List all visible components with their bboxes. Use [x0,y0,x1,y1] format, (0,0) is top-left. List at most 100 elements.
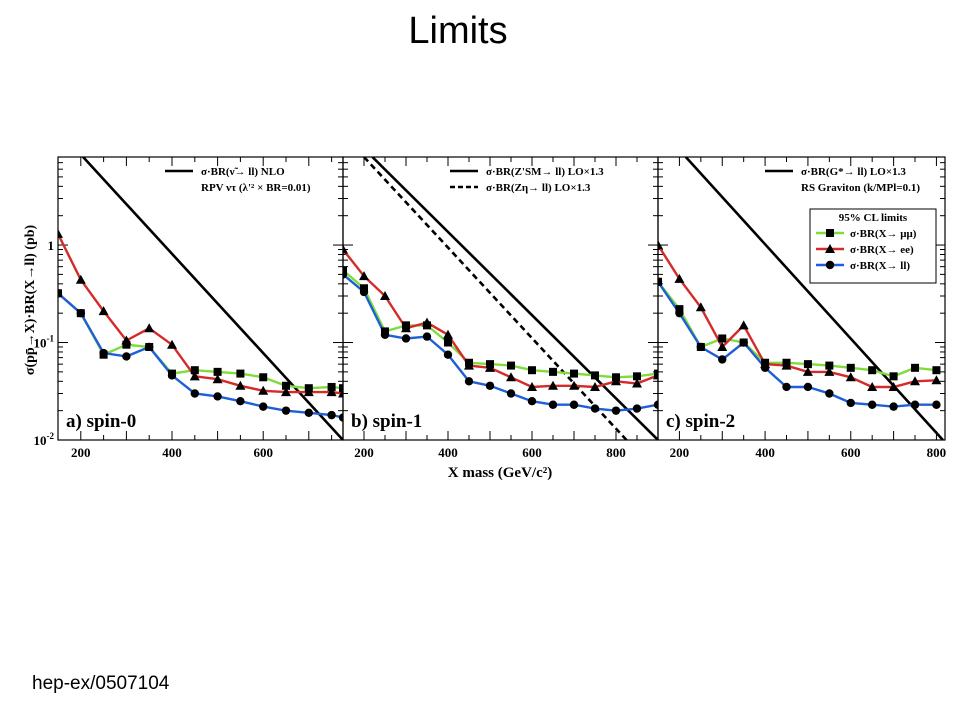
data-point-triangle [931,375,942,385]
x-tick-label: 600 [522,445,542,460]
data-point-triangle [738,320,749,330]
data-point-triangle [144,323,155,333]
data-point-square [911,363,920,372]
data-point-circle [281,406,291,415]
series-line-ee [658,244,937,389]
data-point-triangle [611,376,621,386]
y-tick-exponent: -2 [47,431,55,441]
x-tick-label: 800 [927,445,947,460]
reference-label: hep-ex/0507104 [32,673,170,694]
data-point-square [236,369,245,378]
x-axis-label: X mass (GeV/c²) [448,465,552,481]
data-point-circle [653,400,658,409]
limits-legend-entry: σ·BR(X→ ll) [850,260,910,272]
data-point-circle [760,363,770,373]
data-point-circle [932,400,941,409]
theory-curve [82,157,343,440]
data-point-circle [213,392,222,401]
panel-label: b) spin-1 [351,411,422,432]
legend-entry: σ·BR(Zη→ ll) LO×1.3 [486,182,591,194]
panel-plot-area [58,157,343,440]
data-point-circle [380,330,390,339]
x-tick-label: 400 [162,445,182,460]
panel-label: c) spin-2 [666,411,735,432]
x-tick-label: 800 [606,445,626,460]
panel-plot-area [658,157,944,440]
data-point-circle [527,397,537,406]
data-point-circle [632,404,642,413]
x-tick-label: 400 [755,445,775,460]
data-point-triangle [485,362,495,372]
data-point-square [846,363,855,372]
data-point-triangle [303,387,314,397]
limits-legend-marker [825,260,835,270]
data-point-triangle [258,385,269,395]
panel-frame [657,156,946,441]
data-point-circle [548,400,558,409]
data-point-square [259,373,268,382]
data-point-square [570,369,578,378]
data-point-triangle [590,381,600,391]
data-point-circle [889,402,898,411]
data-point-circle [696,342,706,352]
data-point-circle [122,352,131,361]
limits-legend-title: 95% CL limits [839,212,908,224]
data-point-square [718,334,727,343]
data-point-triangle [867,381,878,391]
data-point-triangle [167,339,177,349]
data-point-square [213,367,222,376]
data-point-square [444,338,452,347]
data-point-circle [327,410,336,420]
data-point-square [549,367,557,376]
data-point-triangle [653,370,658,380]
data-point-circle [145,342,154,352]
data-point-square [803,360,812,369]
data-point-triangle [359,271,369,281]
data-point-triangle [58,228,63,238]
data-point-triangle [212,374,223,384]
y-tick-label: 1 [48,238,55,253]
data-point-triangle [658,240,663,250]
data-point-triangle [548,380,558,390]
data-point-circle [464,377,474,386]
data-point-triangle [845,372,856,382]
data-point-circle [343,270,348,279]
panel-label: a) spin-0 [66,411,136,432]
data-point-triangle [75,274,86,284]
data-point-square [528,366,536,375]
data-point-triangle [464,360,474,370]
legend-entry: RS Graviton (k/MPl=0.1) [801,182,920,194]
panel-frame [342,156,659,441]
data-point-square [868,366,877,375]
panel-plot-area [343,157,658,440]
data-point-circle [76,308,86,318]
theory-curve [363,157,628,440]
data-point-circle [167,371,177,380]
data-point-triangle [569,380,579,390]
data-point-square [507,361,515,370]
data-point-triangle [189,371,200,381]
data-point-triangle [443,329,453,339]
data-point-square [343,266,347,275]
data-point-triangle [888,381,899,391]
data-point-square [889,372,898,381]
data-point-circle [338,413,343,422]
y-axis-label: σ(pp̄→X)·BR(X→ll) (pb) [23,224,38,375]
data-point-square [339,384,343,393]
data-point-square [327,382,336,391]
data-point-square [932,366,941,375]
data-point-square [825,361,834,370]
data-point-circle [190,389,199,398]
data-point-triangle [802,366,813,376]
limits-legend-entry: σ·BR(X→ ee) [850,244,914,256]
data-point-triangle [121,335,132,345]
x-tick-label: 600 [253,445,273,460]
data-point-circle [675,308,684,318]
data-point-circle [590,404,600,413]
data-point-circle [58,289,63,298]
data-point-circle [825,389,834,398]
panel-3: 200 400 600 800 c) spin-2 σ·BR(G*→ ll) LO×1.3… [657,156,947,460]
